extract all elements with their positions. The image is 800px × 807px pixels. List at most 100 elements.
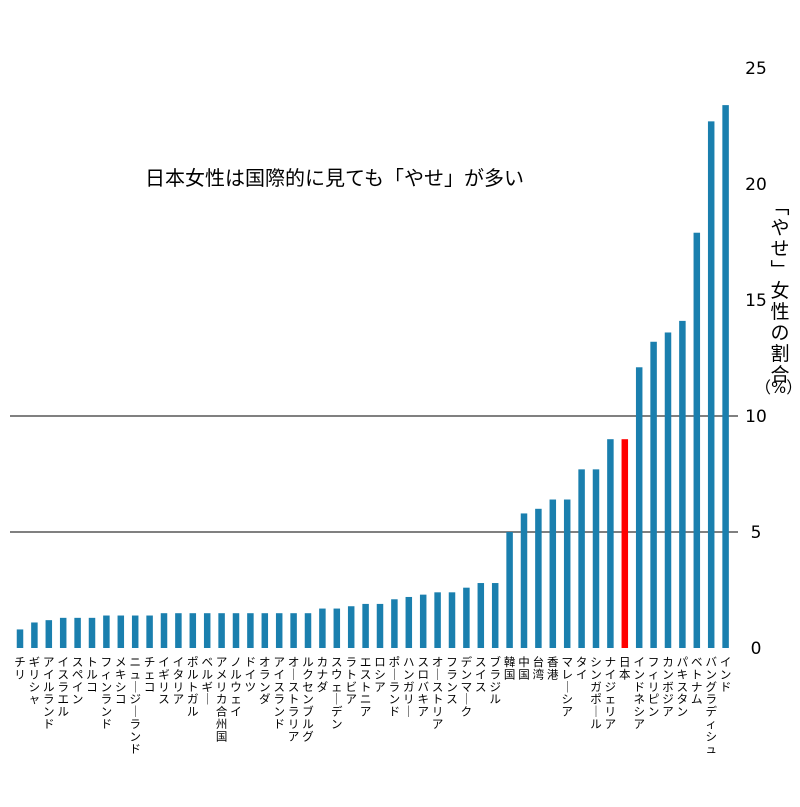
category-label: アイスランド — [273, 655, 285, 731]
y-tick-label: 10 — [745, 407, 767, 427]
bar — [189, 613, 197, 648]
bar — [175, 613, 182, 648]
bar — [319, 608, 326, 648]
bar — [16, 629, 24, 648]
bar — [160, 613, 168, 648]
y-tick-label: 5 — [751, 523, 762, 543]
category-label: 中国 — [518, 655, 530, 681]
category-label: オランダ — [259, 655, 271, 706]
category-label: ナイジェリア — [605, 655, 617, 731]
y-axis-ticks: 0 5 10 15 20 25 — [745, 59, 767, 659]
bar — [362, 603, 369, 648]
bar — [74, 617, 81, 648]
bar — [664, 332, 672, 648]
y-tick-label: 15 — [745, 291, 767, 311]
bar — [131, 615, 139, 648]
category-label: インドネシア — [633, 655, 645, 731]
y-tick-label: 25 — [745, 59, 767, 79]
bar — [117, 615, 125, 648]
category-label: スロバキア — [417, 655, 429, 719]
bars — [16, 105, 729, 649]
category-label: トルコ — [86, 655, 98, 694]
category-label: 台湾 — [533, 655, 545, 681]
category-label: シンガポ｜ル — [590, 655, 602, 731]
bar — [88, 617, 96, 648]
bar — [405, 596, 413, 648]
bar — [621, 439, 629, 648]
bar — [347, 606, 355, 648]
category-labels: チリギリシャアイルランドイスラエルスペイントルコフィンランドメキシコニュ｜ジ｜ラ… — [14, 655, 731, 756]
category-label: フィリピン — [648, 655, 660, 719]
category-label: フランス — [446, 655, 458, 706]
bar — [304, 613, 312, 648]
bar — [707, 121, 715, 649]
category-label: アイルランド — [43, 655, 55, 731]
bar — [491, 583, 499, 648]
category-label: チェコ — [144, 655, 156, 694]
bar — [218, 613, 225, 648]
category-label: メキシコ — [115, 655, 127, 706]
category-label: ルクセンブルグ — [302, 655, 314, 743]
category-label: 香港 — [547, 655, 559, 681]
category-label: ノルウェイ — [230, 655, 242, 719]
category-label: ベルギ｜ — [201, 655, 213, 706]
y-tick-label: 20 — [745, 175, 767, 195]
bar — [261, 613, 269, 648]
category-label: チリ — [14, 655, 26, 681]
category-label: カナダ — [317, 655, 329, 694]
bar — [448, 592, 456, 648]
chart-title: 日本女性は国際的に見ても「やせ」が多い — [145, 166, 524, 190]
category-label: インド — [720, 655, 732, 694]
bar — [290, 613, 297, 648]
bar — [650, 341, 657, 648]
category-label: ギリシャ — [29, 655, 41, 706]
category-label: ポルトガル — [187, 655, 199, 719]
bar — [679, 320, 686, 648]
category-label: ニュ｜ジ｜ランド — [129, 655, 141, 756]
category-label: オ｜ストリア — [432, 655, 444, 731]
category-label: マレ｜シア — [561, 655, 573, 719]
category-label: パキスタン — [677, 655, 689, 719]
category-label: イタリア — [173, 655, 185, 706]
category-label: デンマ｜ク — [461, 655, 473, 719]
bar — [549, 499, 557, 648]
category-label: バングラディシュ — [705, 655, 717, 756]
bar — [722, 105, 729, 649]
bar — [203, 613, 211, 648]
bar — [247, 613, 254, 648]
category-label: イギリス — [158, 655, 170, 706]
category-label: カンボジア — [662, 655, 674, 719]
category-label: 韓国 — [504, 655, 516, 681]
category-label: ラトビア — [345, 655, 357, 706]
bar — [45, 620, 53, 648]
y-axis-unit: （%） — [755, 378, 800, 397]
bar — [607, 439, 614, 648]
bar — [535, 508, 542, 648]
category-label: タイ — [576, 655, 588, 681]
category-label: アメリカ合州国 — [216, 655, 228, 743]
gridlines — [10, 415, 738, 533]
category-label: スペイン — [72, 655, 84, 706]
bar — [592, 469, 600, 648]
bar — [31, 622, 38, 648]
bar — [635, 367, 643, 648]
bar — [376, 603, 384, 648]
category-label: 日本 — [619, 655, 631, 681]
category-label: オ｜ストラリア — [288, 655, 300, 743]
y-axis-label: ﹁やせ﹂女性の割合 — [770, 196, 789, 386]
category-label: ドイツ — [245, 655, 257, 694]
bar — [59, 617, 67, 648]
category-label: スイス — [475, 655, 487, 694]
category-label: ベトナム — [691, 655, 703, 706]
bar — [103, 615, 110, 648]
bar — [333, 608, 341, 648]
category-label: ブラジル — [489, 655, 501, 706]
y-axis-label-text: ﹁やせ﹂女性の割合 — [770, 196, 789, 386]
bar — [693, 232, 701, 648]
category-label: スウェ｜デン — [331, 655, 343, 731]
bar — [419, 594, 427, 648]
bar — [563, 499, 571, 648]
bar — [477, 583, 485, 648]
bar — [578, 469, 585, 648]
